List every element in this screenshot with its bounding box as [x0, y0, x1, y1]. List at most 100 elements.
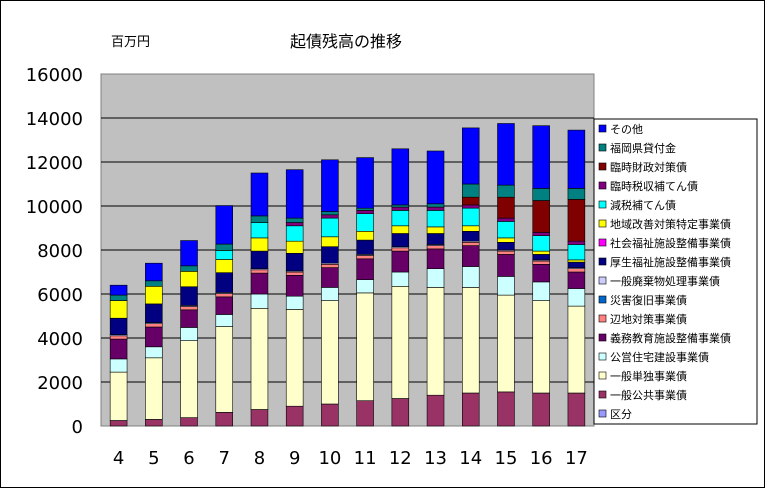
- y-tick-label: 6000: [37, 285, 83, 306]
- legend-swatch: [598, 276, 607, 285]
- bar-segment: [215, 314, 234, 327]
- bar-segment: [497, 242, 515, 251]
- bar-segment: [215, 412, 234, 427]
- y-tick-label: 2000: [37, 373, 83, 394]
- bar-segment: [285, 271, 304, 276]
- y-tick-label: 16000: [26, 65, 83, 86]
- bar-segment: [215, 326, 234, 413]
- bar-segment: [356, 210, 374, 214]
- bar-segment: [285, 405, 304, 427]
- legend-swatch: [598, 238, 607, 247]
- bar-segment: [356, 239, 374, 255]
- bar-segment: [461, 231, 480, 242]
- x-tick-label: 10: [318, 448, 341, 469]
- legend-label: 厚生福祉施設整備事業債: [610, 255, 731, 269]
- y-tick-label: 4000: [37, 329, 83, 350]
- bar-segment: [391, 398, 410, 427]
- bar-segment: [391, 204, 410, 208]
- bar-segment: [497, 254, 515, 277]
- bar-segment: [497, 196, 515, 219]
- bar-segment: [215, 259, 234, 273]
- bar-segment: [391, 271, 410, 287]
- legend-swatch: [598, 124, 607, 133]
- bar-segment: [250, 272, 269, 295]
- bar-segment: [461, 287, 480, 394]
- bar-segment: [215, 205, 234, 245]
- bar-segment: [250, 293, 269, 309]
- bar-segment: [532, 300, 550, 394]
- bar-segment: [180, 306, 198, 311]
- legend-label: 臨時財政対策債: [610, 160, 687, 174]
- bar-segment: [532, 250, 550, 255]
- y-tick-label: 10000: [26, 197, 83, 218]
- y-tick-label: 8000: [37, 241, 83, 262]
- bar-segment: [426, 245, 445, 250]
- bar-segment: [109, 358, 128, 373]
- bar-segment: [391, 250, 410, 273]
- bar-segment: [321, 300, 339, 405]
- x-tick-label: 6: [183, 448, 194, 469]
- bar-segment: [567, 244, 586, 261]
- bar-segment: [321, 287, 339, 301]
- legend-label: 社会福祉施設整備事業債: [610, 236, 731, 250]
- bar-segment: [285, 309, 304, 407]
- bar-segment: [426, 248, 445, 269]
- y-axis-ticks: 0 2000 4000 6000 8000 10000 12000 14000 16000: [26, 65, 83, 438]
- legend-label: 一般廃棄物処理事業債: [610, 274, 720, 288]
- legend-swatch: [598, 143, 607, 152]
- legend-swatch: [598, 219, 607, 228]
- bar-segment: [250, 237, 269, 252]
- bar-segment: [532, 254, 550, 261]
- bar-segment: [356, 279, 374, 294]
- bar-segment: [532, 392, 550, 427]
- bar-segment: [356, 258, 374, 280]
- legend: その他福岡県貸付金臨時財政対策債臨時税収補てん債減税補てん債地域改善対策特定事業…: [593, 118, 758, 425]
- legend-swatch: [598, 181, 607, 190]
- bar-segment: [250, 250, 269, 270]
- legend-label: 公営住宅建設事業債: [610, 350, 709, 364]
- bar-segment: [180, 417, 198, 427]
- bar-segment: [145, 419, 163, 427]
- bar-segment: [285, 253, 304, 272]
- legend-label: その他: [610, 123, 643, 136]
- x-tick-label: 5: [148, 448, 159, 469]
- bar-segment: [321, 211, 339, 216]
- bar-segment: [321, 267, 339, 288]
- bar-segment: [215, 296, 234, 315]
- bar-segment: [391, 148, 410, 206]
- bar-segment: [461, 127, 480, 185]
- bar-segment: [145, 285, 163, 305]
- bar-segment: [109, 420, 128, 427]
- bar-segment: [109, 294, 128, 301]
- bar-segment: [321, 236, 339, 248]
- bar-segment: [426, 226, 445, 234]
- bar-segment: [145, 323, 163, 328]
- bar-segment: [532, 232, 550, 236]
- bar-segment: [532, 200, 550, 233]
- legend-box: [593, 118, 758, 425]
- legend-swatch: [598, 352, 607, 361]
- bar-segment: [497, 294, 515, 393]
- bar-segment: [250, 307, 269, 410]
- y-tick-label: 14000: [26, 109, 83, 130]
- bar-segment: [426, 268, 445, 288]
- bar-segment: [461, 196, 480, 206]
- bar-segment: [321, 159, 339, 212]
- bar-segment: [391, 285, 410, 399]
- x-axis-ticks: 4 5 6 7 8 9 10 11 12 13 14 15 16 17: [113, 448, 588, 469]
- bar-segment: [215, 272, 234, 293]
- bar-segment: [145, 326, 163, 348]
- bar-segment: [145, 280, 163, 287]
- bar-segment: [285, 225, 304, 242]
- legend-label: 災害復旧事業債: [610, 293, 687, 307]
- bar-segment: [356, 255, 374, 260]
- legend-label: 一般公共事業債: [610, 388, 687, 402]
- bar-segment: [567, 392, 586, 427]
- bar-segment: [215, 293, 234, 298]
- bar-segment: [321, 263, 339, 268]
- bar-segment: [180, 240, 198, 267]
- x-tick-label: 8: [254, 448, 265, 469]
- bar-segment: [321, 246, 339, 264]
- bar-segment: [145, 346, 163, 359]
